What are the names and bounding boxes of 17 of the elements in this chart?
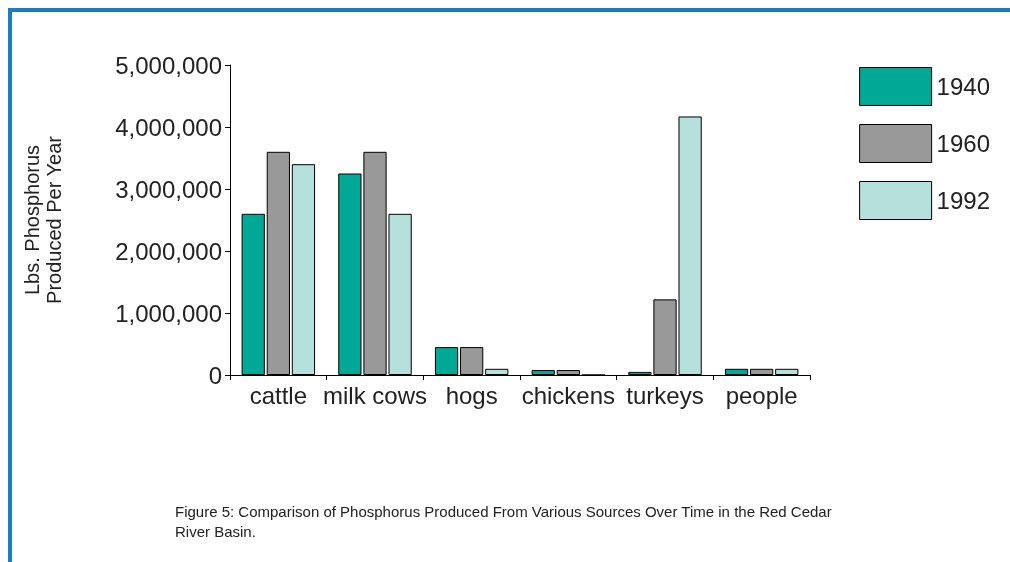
legend-label: 1992: [936, 187, 990, 214]
y-tick-label: 1,000,000: [115, 299, 222, 327]
y-tick-label: 0: [208, 361, 222, 389]
y-tick-label: 2,000,000: [115, 237, 222, 265]
caption: Figure 5: Comparison of Phosphorus Produced From Various Sources Over Time in the Red Cedar River Basin.: [175, 502, 833, 542]
legend-label: 1940: [936, 73, 990, 100]
y-tick-label: 4,000,000: [115, 113, 222, 141]
x-tick-label: turkeys: [626, 381, 704, 409]
x-tick-label: hogs: [445, 381, 498, 409]
y-tick-label: 5,000,000: [115, 51, 222, 79]
legend-label: 1960: [936, 130, 990, 157]
x-tick-label: cattle: [249, 381, 308, 409]
x-tick-label: milk cows: [322, 381, 428, 409]
x-tick-label: chickens: [521, 381, 616, 409]
y-tick-label: 3,000,000: [115, 175, 222, 203]
x-tick-label: people: [725, 381, 798, 409]
y-axis-title: Lbs. Phosphorus Produced Per Year: [21, 135, 65, 304]
